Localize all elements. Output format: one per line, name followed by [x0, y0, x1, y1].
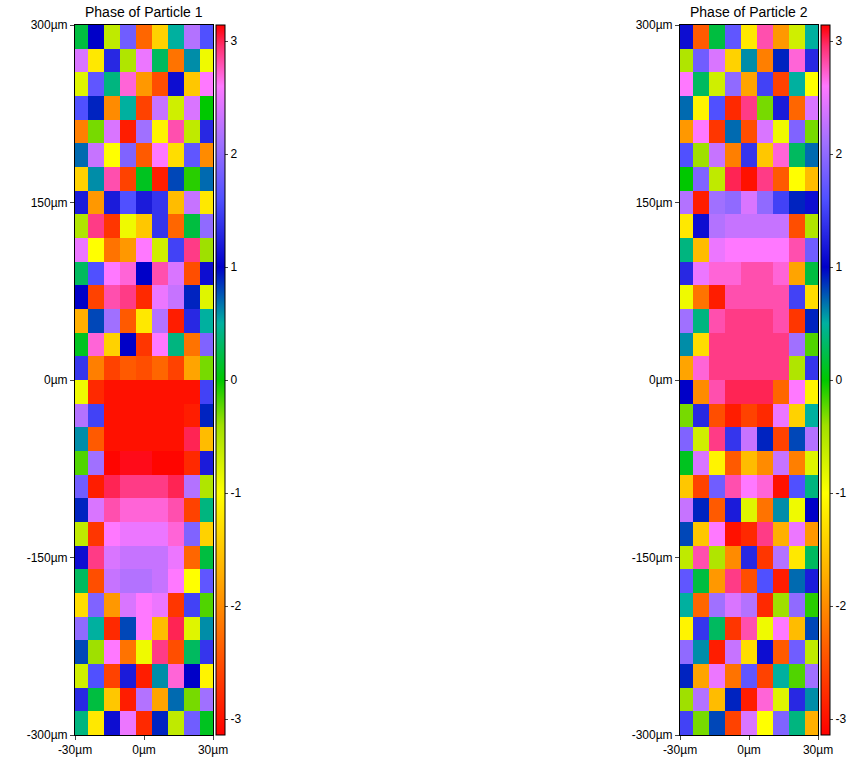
svg-text:0: 0	[835, 373, 842, 387]
svg-text:0: 0	[230, 373, 237, 387]
svg-text:3: 3	[835, 34, 842, 48]
svg-text:0µm: 0µm	[132, 743, 156, 757]
svg-text:3: 3	[230, 34, 237, 48]
svg-text:2: 2	[230, 147, 237, 161]
svg-text:150µm: 150µm	[31, 196, 68, 210]
svg-text:-30µm: -30µm	[58, 743, 92, 757]
svg-text:-150µm: -150µm	[632, 551, 673, 565]
svg-text:30µm: 30µm	[198, 743, 228, 757]
svg-text:1: 1	[835, 260, 842, 274]
svg-text:300µm: 300µm	[31, 18, 68, 32]
svg-text:0µm: 0µm	[737, 743, 761, 757]
svg-text:30µm: 30µm	[803, 743, 833, 757]
svg-text:2: 2	[835, 147, 842, 161]
svg-text:0µm: 0µm	[649, 373, 673, 387]
svg-text:1: 1	[230, 260, 237, 274]
svg-text:-150µm: -150µm	[27, 551, 68, 565]
svg-text:-3: -3	[230, 712, 241, 726]
svg-text:-2: -2	[835, 599, 846, 613]
svg-text:-3: -3	[835, 712, 846, 726]
svg-text:-1: -1	[230, 486, 241, 500]
svg-text:Phase of Particle 1: Phase of Particle 1	[85, 4, 203, 20]
svg-text:Phase of Particle 2: Phase of Particle 2	[690, 4, 808, 20]
svg-text:-2: -2	[230, 599, 241, 613]
svg-text:300µm: 300µm	[636, 18, 673, 32]
svg-text:-300µm: -300µm	[27, 728, 68, 742]
svg-text:0µm: 0µm	[44, 373, 68, 387]
svg-text:150µm: 150µm	[636, 196, 673, 210]
svg-text:-300µm: -300µm	[632, 728, 673, 742]
svg-text:-1: -1	[835, 486, 846, 500]
svg-text:-30µm: -30µm	[663, 743, 697, 757]
